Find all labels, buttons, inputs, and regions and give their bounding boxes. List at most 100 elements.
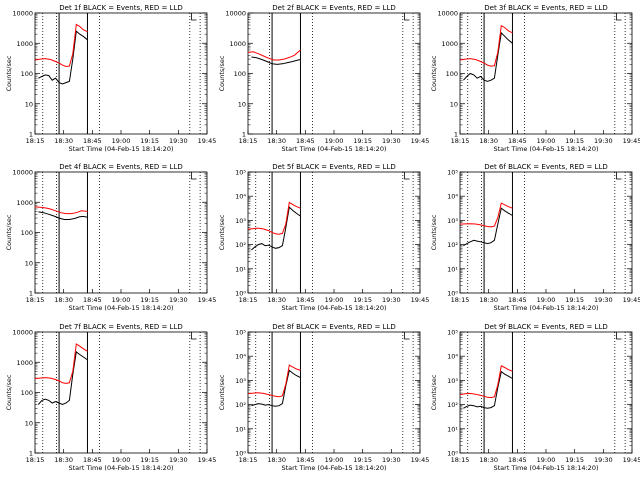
x-tick-label: 19:00 <box>112 137 131 145</box>
x-tick-label: 18:30 <box>54 137 73 145</box>
x-tick-label: 19:45 <box>198 137 217 145</box>
x-tick-label: 19:15 <box>565 137 584 145</box>
events-series-line <box>38 350 88 406</box>
y-tick-label: 10¹ <box>235 425 246 433</box>
plot-frame <box>247 171 421 294</box>
y-axis-label: Counts/sec <box>218 214 226 250</box>
y-tick-label: 10¹ <box>447 265 458 273</box>
x-tick-label: 19:15 <box>353 456 372 464</box>
x-tick-label: 19:30 <box>169 456 188 464</box>
x-tick-label: 19:30 <box>594 456 613 464</box>
plot-frame <box>459 171 633 294</box>
y-tick-label: 10 <box>25 259 33 267</box>
x-tick-label: 19:45 <box>198 456 217 464</box>
x-tick-label: 18:15 <box>239 137 258 145</box>
y-tick-label: 1 <box>454 131 458 139</box>
x-tick-label: 19:15 <box>353 296 372 304</box>
x-tick-label: 18:30 <box>479 296 498 304</box>
y-tick-label: 10² <box>235 401 246 409</box>
x-tick-label: 18:30 <box>267 456 286 464</box>
events-series-line <box>38 30 88 85</box>
panel-title: Det 6f BLACK = Events, RED = LLD <box>484 163 607 171</box>
x-tick-label: 19:15 <box>140 296 159 304</box>
x-axis-label: Start Time (04-Feb-15 18:14:20) <box>69 304 174 312</box>
plot-frame <box>459 331 633 454</box>
y-axis-label: Counts/sec <box>218 55 226 91</box>
y-tick-label: 1000 <box>441 40 458 48</box>
plot-frame <box>34 171 208 294</box>
interval-bracket-marker <box>404 13 410 21</box>
det-4f-panel: 1 10 100 1000 10000 18:15 18:30 18:45 19:00 19:15… <box>5 163 216 312</box>
lld-series-line <box>247 49 301 61</box>
y-tick-label: 10⁰ <box>447 450 458 458</box>
interval-bracket-marker <box>616 172 622 180</box>
det-7f-panel: 1 10 100 1000 10000 18:15 18:30 18:45 19:00 19:15… <box>5 323 216 472</box>
x-tick-label: 19:15 <box>353 137 372 145</box>
y-axis-label: Counts/sec <box>430 374 438 410</box>
plot-frame <box>34 331 208 454</box>
x-tick-label: 18:15 <box>451 137 470 145</box>
y-tick-label: 10⁵ <box>235 169 246 177</box>
lld-series-line <box>34 23 88 68</box>
x-tick-label: 19:45 <box>411 296 430 304</box>
events-series-line <box>251 369 301 407</box>
y-tick-label: 10⁴ <box>447 353 458 361</box>
y-tick-label: 10⁵ <box>235 329 246 337</box>
x-tick-label: 18:30 <box>54 296 73 304</box>
lld-series-line <box>34 206 88 215</box>
plot-frame <box>247 331 421 454</box>
x-tick-label: 19:15 <box>140 137 159 145</box>
panel-title: Det 4f BLACK = Events, RED = LLD <box>59 163 182 171</box>
y-tick-label: 10³ <box>447 217 458 225</box>
y-tick-label: 10 <box>25 100 33 108</box>
x-tick-label: 18:15 <box>239 296 258 304</box>
lld-series-line <box>247 201 301 235</box>
y-tick-label: 1 <box>29 450 33 458</box>
y-tick-label: 10⁰ <box>235 450 246 458</box>
events-series-line <box>251 56 301 65</box>
events-series-line <box>251 206 301 251</box>
interval-bracket-marker <box>404 172 410 180</box>
interval-bracket-marker <box>616 13 622 21</box>
x-tick-label: 19:30 <box>594 137 613 145</box>
panel-title: Det 1f BLACK = Events, RED = LLD <box>59 4 182 12</box>
x-tick-label: 18:30 <box>267 137 286 145</box>
y-tick-label: 100 <box>21 389 33 397</box>
y-tick-label: 10³ <box>235 377 246 385</box>
x-tick-label: 19:15 <box>565 456 584 464</box>
y-tick-label: 1000 <box>229 40 246 48</box>
events-series-line <box>463 370 513 409</box>
x-tick-label: 19:30 <box>594 296 613 304</box>
x-tick-label: 18:30 <box>479 456 498 464</box>
interval-bracket-marker <box>191 172 197 180</box>
x-tick-label: 18:45 <box>508 456 527 464</box>
y-tick-label: 10 <box>450 100 458 108</box>
y-tick-label: 100 <box>446 70 458 78</box>
y-tick-label: 10⁰ <box>447 290 458 298</box>
x-axis-label: Start Time (04-Feb-15 18:14:20) <box>494 304 599 312</box>
x-axis-label: Start Time (04-Feb-15 18:14:20) <box>494 464 599 472</box>
x-tick-label: 19:00 <box>112 456 131 464</box>
lld-series-line <box>459 202 513 228</box>
y-tick-label: 1 <box>29 290 33 298</box>
interval-bracket-marker <box>191 13 197 21</box>
det-2f-panel: 1 10 100 1000 10000 18:15 18:30 18:45 19:00 19:15… <box>218 4 429 153</box>
x-tick-label: 18:45 <box>508 137 527 145</box>
y-tick-label: 100 <box>21 70 33 78</box>
y-axis-label: Counts/sec <box>430 55 438 91</box>
y-tick-label: 10³ <box>447 377 458 385</box>
y-axis-label: Counts/sec <box>5 55 13 91</box>
x-axis-label: Start Time (04-Feb-15 18:14:20) <box>69 145 174 153</box>
y-tick-label: 10⁴ <box>447 193 458 201</box>
det-1f-panel: 1 10 100 1000 10000 18:15 18:30 18:45 19:00 19:15… <box>5 4 216 153</box>
interval-bracket-marker <box>404 332 410 340</box>
x-tick-label: 19:45 <box>411 137 430 145</box>
y-tick-label: 10² <box>447 241 458 249</box>
x-tick-label: 19:00 <box>537 456 556 464</box>
plot-frame <box>459 12 633 135</box>
y-tick-label: 10000 <box>225 10 246 18</box>
x-tick-label: 18:45 <box>83 296 102 304</box>
y-tick-label: 10000 <box>12 329 33 337</box>
panel-title: Det 5f BLACK = Events, RED = LLD <box>272 163 395 171</box>
